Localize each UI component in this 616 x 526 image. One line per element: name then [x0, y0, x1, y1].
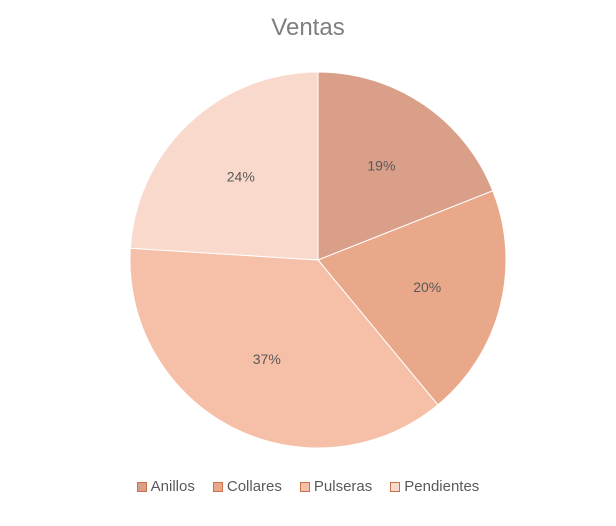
legend: Anillos Collares Pulseras Pendientes	[0, 478, 616, 495]
pie-data-labels: 19% 20% 37% 24%	[227, 157, 442, 367]
legend-swatch-pulseras	[299, 481, 310, 492]
data-label-pendientes: 24%	[227, 168, 255, 184]
pie-slice-pulseras	[129, 247, 439, 449]
legend-label-pulseras: Pulseras	[313, 478, 373, 495]
pie-slices	[129, 71, 507, 449]
legend-label-collares: Collares	[226, 478, 282, 495]
legend-swatch-pendientes	[390, 481, 401, 492]
legend-item-pulseras: Pulseras	[299, 478, 373, 495]
pie-slice-anillos	[317, 71, 494, 261]
data-label-pulseras: 37%	[253, 351, 281, 367]
legend-label-pendientes: Pendientes	[404, 478, 480, 495]
pie-slice-collares	[317, 190, 507, 406]
legend-item-collares: Collares	[212, 478, 282, 495]
legend-label-anillos: Anillos	[150, 478, 195, 495]
legend-swatch-collares	[212, 481, 223, 492]
data-label-collares: 20%	[413, 279, 441, 295]
data-label-anillos: 19%	[367, 157, 395, 173]
legend-swatch-anillos	[136, 481, 147, 492]
legend-item-pendientes: Pendientes	[390, 478, 479, 495]
legend-item-anillos: Anillos	[136, 478, 195, 495]
chart-title: Ventas	[271, 14, 345, 41]
pie-slice-pendientes	[129, 71, 319, 261]
